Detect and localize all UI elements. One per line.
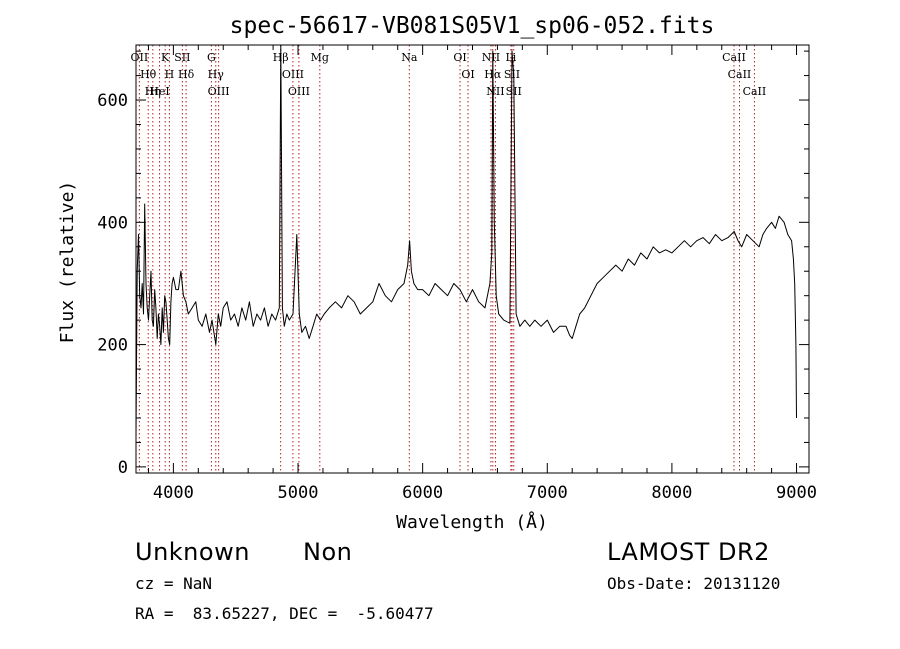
y-tick-label: 200 — [97, 336, 128, 356]
coordinates: RA = 83.65227, DEC = -5.60477 — [135, 604, 434, 623]
y-tick-label: 600 — [97, 91, 128, 111]
spectral-line-label: HeI — [149, 85, 169, 98]
spectral-line-label: OII — [131, 51, 149, 64]
x-tick-label: 7000 — [527, 483, 568, 503]
y-tick-label: 400 — [97, 213, 128, 233]
y-axis-label: Flux (relative) — [57, 181, 78, 344]
spectral-line-label: Mg — [311, 51, 329, 64]
spectral-line-label: Li — [505, 51, 516, 64]
survey-name: LAMOST DR2 — [607, 538, 770, 566]
spectrum-line — [135, 44, 797, 437]
x-axis-label: Wavelength (Å) — [396, 511, 548, 533]
x-axis: 4000 5000 6000 7000 8000 9000 — [147, 45, 817, 503]
x-tick-label: 5000 — [278, 483, 319, 503]
spectral-line-label: OIII — [208, 85, 230, 98]
x-tick-label: 8000 — [651, 483, 692, 503]
spectral-line-label: NII — [486, 85, 504, 98]
y-tick-label: 0 — [118, 458, 128, 478]
object-subclass: Non — [303, 538, 353, 566]
spectral-line-label: CaII — [728, 68, 752, 81]
plot-frame — [135, 44, 810, 474]
x-tick-label: 9000 — [776, 483, 817, 503]
spectral-line-label: H — [165, 68, 175, 81]
spectral-line-label: K — [161, 51, 170, 64]
observation-date: Obs-Date: 20131120 — [607, 574, 781, 593]
redshift-value: cz = NaN — [135, 574, 213, 593]
chart-title: spec-56617-VB081S05V1_sp06-052.fits — [230, 13, 715, 39]
spectral-line-label: Hγ — [208, 68, 225, 81]
x-tick-label: 4000 — [153, 483, 194, 503]
spectral-line-label: Hθ — [140, 68, 157, 81]
spectral-line-label: SII — [174, 51, 190, 64]
y-axis: 0 200 400 600 — [97, 50, 809, 478]
object-class: Unknown — [135, 538, 250, 566]
spectral-line-label: CaII — [722, 51, 746, 64]
spectral-line-label: NII — [482, 51, 500, 64]
spectral-line-label: OIII — [288, 85, 310, 98]
spectral-line-label: OIII — [282, 68, 304, 81]
spectrum-series — [135, 44, 797, 437]
spectral-line-label: OI — [461, 68, 474, 81]
spectral-line-markers — [138, 45, 755, 473]
spectral-line-label: OI — [453, 51, 466, 64]
spectral-line-label: Hδ — [178, 68, 195, 81]
spectral-line-label: Na — [401, 51, 418, 64]
spectral-line-label: CaII — [743, 85, 767, 98]
spectral-line-label: G — [207, 51, 216, 64]
spectral-line-label: Hη — [145, 85, 161, 98]
x-tick-label: 6000 — [402, 483, 443, 503]
